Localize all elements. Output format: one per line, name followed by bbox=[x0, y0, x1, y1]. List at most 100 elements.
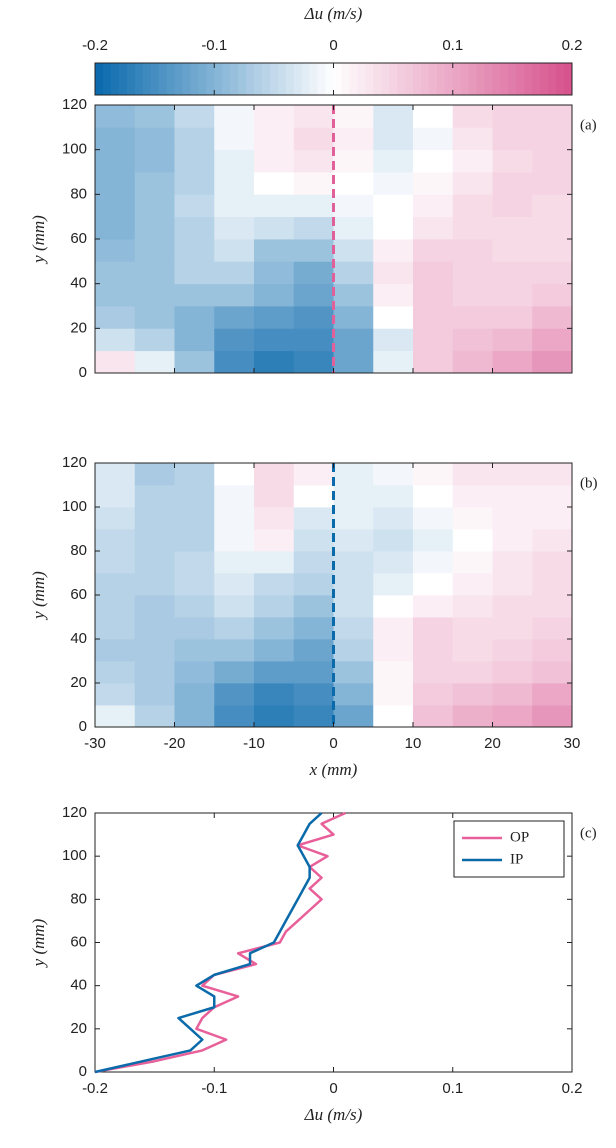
colorbar-tick-label: 0.2 bbox=[562, 37, 583, 54]
heatmap-cell bbox=[174, 683, 215, 706]
heatmap-cell bbox=[413, 328, 454, 352]
heatmap-cell bbox=[214, 216, 255, 240]
y-tick-label: 120 bbox=[62, 804, 87, 821]
heatmap-cell bbox=[452, 463, 493, 486]
heatmap-cell bbox=[373, 617, 414, 640]
colorbar-stripe bbox=[166, 63, 175, 95]
heatmap-cell bbox=[413, 661, 454, 684]
heatmap-cell bbox=[333, 328, 374, 352]
heatmap-cell bbox=[413, 350, 454, 374]
colorbar-stripe bbox=[174, 63, 183, 95]
heatmap-cell bbox=[333, 463, 374, 486]
heatmap-cell bbox=[413, 683, 454, 706]
heatmap-cell bbox=[134, 485, 175, 508]
heatmap-cell bbox=[254, 617, 295, 640]
heatmap-cell bbox=[95, 350, 136, 374]
heatmap-cell bbox=[413, 507, 454, 530]
heatmap-cell bbox=[532, 127, 573, 151]
heatmap-cell bbox=[174, 328, 215, 352]
heatmap-cell bbox=[492, 350, 533, 374]
heatmap-cell bbox=[254, 149, 295, 173]
heatmap-cell bbox=[452, 216, 493, 240]
heatmap-cell bbox=[214, 683, 255, 706]
heatmap-cell bbox=[492, 573, 533, 596]
heatmap-cell bbox=[413, 595, 454, 618]
heatmap-cell bbox=[492, 705, 533, 728]
colorbar-stripe bbox=[468, 63, 478, 95]
colorbar-stripe bbox=[484, 63, 493, 95]
heatmap-cell bbox=[413, 261, 454, 285]
heatmap-cell bbox=[373, 595, 414, 618]
heatmap-cell bbox=[134, 507, 175, 530]
x-tick-label: 0.2 bbox=[562, 1080, 583, 1097]
heatmap-cell bbox=[373, 194, 414, 218]
colorbar-stripe bbox=[126, 63, 136, 95]
heatmap-cell bbox=[174, 261, 215, 285]
heatmap-cell bbox=[254, 551, 295, 574]
x-tick-label: 10 bbox=[405, 735, 422, 752]
colorbar-stripe bbox=[428, 63, 438, 95]
heatmap-cell bbox=[492, 328, 533, 352]
heatmap-cell bbox=[373, 306, 414, 329]
colorbar-label: Δu (m/s) bbox=[304, 4, 363, 23]
heatmap-cell bbox=[254, 661, 295, 684]
heatmap-cell bbox=[293, 172, 334, 195]
heatmap-cell bbox=[333, 261, 374, 285]
y-axis-label: y (mm) bbox=[29, 571, 48, 621]
colorbar-stripe bbox=[452, 63, 462, 95]
heatmap-cell bbox=[373, 172, 414, 195]
heatmap-cell bbox=[254, 105, 295, 128]
y-tick-label: 0 bbox=[79, 1063, 87, 1080]
colorbar-stripe bbox=[436, 63, 446, 95]
heatmap-cell bbox=[333, 283, 374, 307]
heatmap-cell bbox=[95, 639, 136, 662]
heatmap-cell bbox=[452, 350, 493, 374]
x-tick-label: 0 bbox=[329, 735, 337, 752]
y-tick-label: 40 bbox=[70, 275, 87, 292]
y-axis-label: y (mm) bbox=[29, 215, 48, 265]
heatmap-cell bbox=[254, 283, 295, 307]
heatmap-cell bbox=[373, 216, 414, 240]
heatmap-cell bbox=[532, 573, 573, 596]
heatmap-cell bbox=[532, 507, 573, 530]
colorbar-stripe bbox=[293, 63, 303, 95]
colorbar-stripe bbox=[333, 63, 342, 95]
heatmap-cell bbox=[254, 573, 295, 596]
legend-label: OP bbox=[510, 829, 529, 845]
heatmap-cell bbox=[293, 507, 334, 530]
heatmap-cell bbox=[373, 529, 414, 552]
x-tick-label: -20 bbox=[164, 735, 186, 752]
heatmap-cell bbox=[174, 149, 215, 173]
heatmap-cell bbox=[214, 595, 255, 618]
x-tick-label: 0.1 bbox=[442, 1080, 463, 1097]
heatmap-cell bbox=[134, 149, 175, 173]
heatmap-cell bbox=[532, 639, 573, 662]
heatmap-cell bbox=[333, 350, 374, 374]
heatmap-cell bbox=[95, 507, 136, 530]
heatmap-cell bbox=[452, 485, 493, 508]
heatmap-cell bbox=[373, 485, 414, 508]
heatmap-cell bbox=[293, 551, 334, 574]
colorbar-stripe bbox=[110, 63, 120, 95]
heatmap-cell bbox=[492, 239, 533, 262]
heatmap-cell bbox=[214, 306, 255, 329]
heatmap-cell bbox=[254, 239, 295, 262]
heatmap-cell bbox=[214, 149, 255, 173]
heatmap-cell bbox=[293, 617, 334, 640]
heatmap-cell bbox=[532, 463, 573, 486]
heatmap-cell bbox=[413, 127, 454, 151]
heatmap-cell bbox=[293, 283, 334, 307]
y-tick-label: 120 bbox=[62, 96, 87, 113]
heatmap-cell bbox=[95, 595, 136, 618]
heatmap-cell bbox=[174, 463, 215, 486]
heatmap-cell bbox=[452, 617, 493, 640]
heatmap-cell bbox=[174, 705, 215, 728]
colorbar-tick-label: 0 bbox=[329, 37, 337, 54]
heatmap-cell bbox=[532, 172, 573, 195]
heatmap-cell bbox=[452, 661, 493, 684]
colorbar-stripe bbox=[476, 63, 486, 95]
colorbar-stripe bbox=[349, 63, 358, 95]
heatmap-cell bbox=[293, 661, 334, 684]
heatmap-cell bbox=[214, 529, 255, 552]
heatmap-cell bbox=[373, 463, 414, 486]
